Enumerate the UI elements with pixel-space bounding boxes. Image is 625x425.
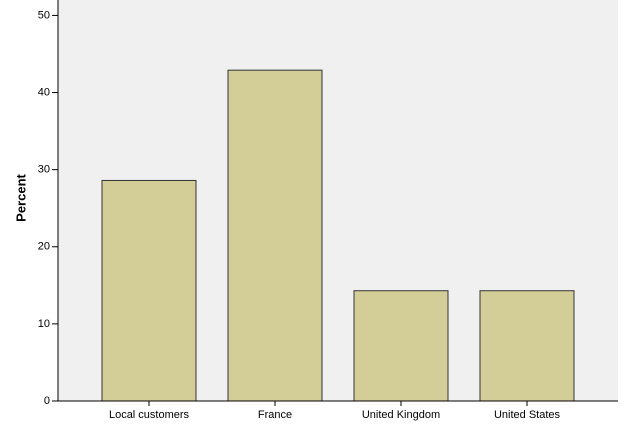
y-tick-label: 40 [38, 86, 50, 98]
bar [353, 290, 449, 402]
y-tick-label: 20 [38, 241, 50, 253]
x-tick-label: United States [494, 409, 561, 421]
y-tick-label: 30 [38, 164, 50, 176]
x-tick-label: United Kingdom [362, 409, 440, 421]
x-tick-label: France [258, 409, 292, 421]
y-tick-label: 10 [38, 318, 50, 330]
bar [227, 69, 323, 402]
y-tick-label: 0 [44, 395, 50, 407]
y-tick-label: 50 [38, 9, 50, 21]
y-axis-label: Percent [13, 173, 28, 221]
x-tick-label: Local customers [109, 409, 190, 421]
bar [101, 179, 197, 402]
bar [479, 290, 575, 402]
